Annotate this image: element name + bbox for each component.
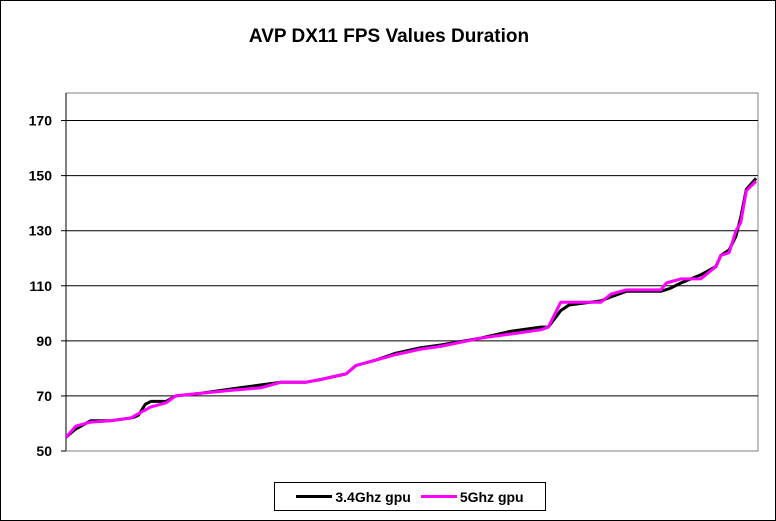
legend: 3.4Ghz gpu 5Ghz gpu <box>274 482 546 511</box>
legend-swatch-magenta <box>420 495 457 498</box>
y-tick-label: 170 <box>29 113 53 129</box>
y-tick-label: 110 <box>29 278 52 294</box>
chart-title: AVP DX11 FPS Values Duration <box>248 26 530 47</box>
legend-label: 3.4Ghz gpu <box>335 488 411 505</box>
legend-label: 5Ghz gpu <box>459 488 524 505</box>
y-tick-label: 90 <box>36 333 52 349</box>
legend-swatch-black <box>296 495 333 498</box>
y-tick-label: 50 <box>36 443 52 459</box>
legend-item-3-4ghz: 3.4Ghz gpu <box>296 488 411 505</box>
plot-area <box>65 92 759 452</box>
series-line-5ghz <box>64 180 758 439</box>
y-tick-label: 70 <box>36 388 52 404</box>
y-tick-label: 130 <box>29 223 53 239</box>
y-tick-label: 150 <box>29 168 53 184</box>
legend-item-5ghz: 5Ghz gpu <box>420 488 524 505</box>
